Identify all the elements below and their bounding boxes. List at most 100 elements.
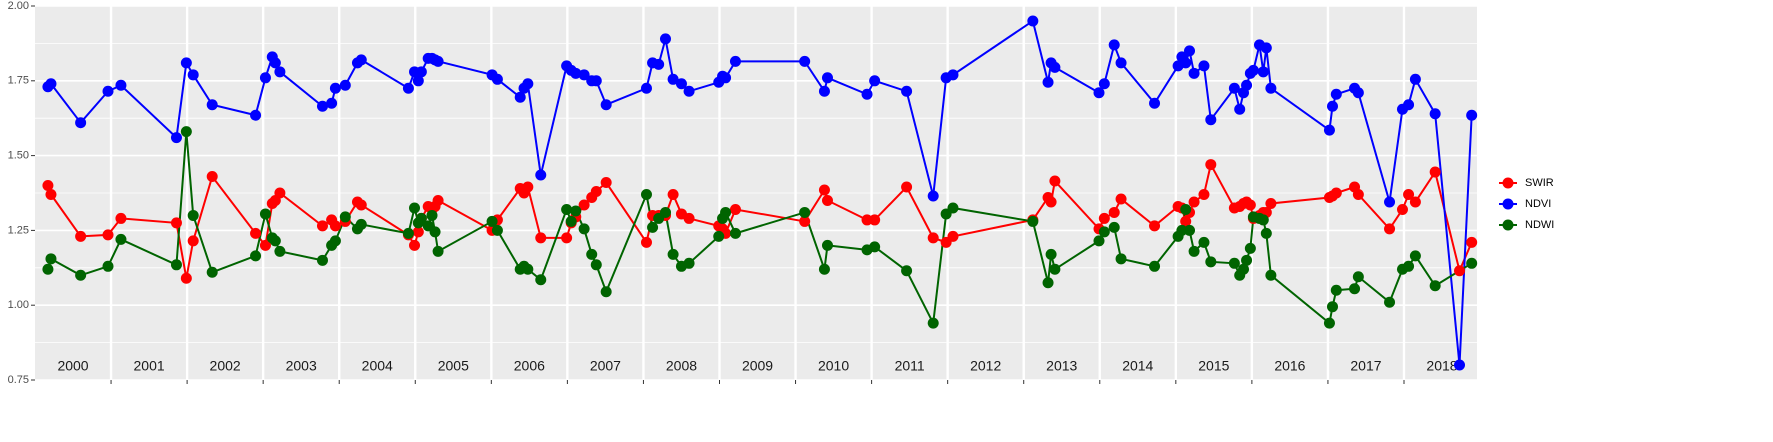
x-tick-label: 2007 <box>590 358 621 374</box>
data-point <box>316 220 328 232</box>
data-point <box>869 241 881 253</box>
data-point <box>861 88 873 100</box>
data-point <box>1244 242 1256 254</box>
data-point <box>640 236 652 248</box>
x-tick-label: 2009 <box>742 358 773 374</box>
x-tick-label: 2012 <box>970 358 1001 374</box>
data-point <box>1188 196 1200 208</box>
x-tick-label: 2011 <box>895 358 925 374</box>
x-tick-label: 2016 <box>1274 358 1305 374</box>
data-point <box>1184 45 1196 57</box>
data-point <box>640 188 652 200</box>
data-point <box>274 66 286 78</box>
data-point <box>1257 66 1269 78</box>
data-point <box>1454 359 1466 371</box>
data-point <box>1265 269 1277 281</box>
y-tick-label: 1.75 <box>8 75 29 87</box>
data-point <box>45 188 57 200</box>
data-point <box>1115 57 1127 69</box>
data-point <box>1323 124 1335 136</box>
data-point <box>274 245 286 257</box>
data-point <box>869 214 881 226</box>
data-point <box>415 212 427 224</box>
data-point <box>432 55 444 67</box>
data-point <box>1247 64 1259 76</box>
legend-label: SWIR <box>1525 177 1554 189</box>
data-point <box>1108 39 1120 51</box>
legend-label: NDWI <box>1525 219 1554 231</box>
data-point <box>683 212 695 224</box>
data-point <box>1198 188 1210 200</box>
data-point <box>180 126 192 138</box>
data-point <box>1330 187 1342 199</box>
data-point <box>339 79 351 91</box>
data-point <box>1241 79 1253 91</box>
data-point <box>535 232 547 244</box>
data-point <box>250 250 262 262</box>
data-point <box>1429 108 1441 120</box>
data-point <box>1115 193 1127 205</box>
data-point <box>1403 188 1415 200</box>
y-tick-label: 1.25 <box>8 224 29 236</box>
data-point <box>1326 301 1338 313</box>
data-point <box>683 85 695 97</box>
data-point <box>269 57 281 69</box>
x-tick-label: 2018 <box>1426 358 1457 374</box>
data-point <box>561 232 573 244</box>
data-point <box>1093 87 1105 99</box>
data-point <box>1093 235 1105 247</box>
data-point <box>1042 76 1054 88</box>
data-point <box>1429 280 1441 292</box>
data-point <box>1323 317 1335 329</box>
data-point <box>329 82 341 94</box>
data-point <box>1244 199 1256 211</box>
data-point <box>799 215 811 227</box>
data-point <box>570 67 582 79</box>
data-point <box>535 274 547 286</box>
data-point <box>329 235 341 247</box>
data-point <box>329 220 341 232</box>
data-point <box>1330 284 1342 296</box>
data-point <box>1180 57 1192 69</box>
data-point <box>1384 223 1396 235</box>
x-tick-label: 2005 <box>438 358 469 374</box>
data-point <box>1198 60 1210 72</box>
data-point <box>522 181 534 193</box>
data-point <box>821 194 833 206</box>
data-point <box>565 215 577 227</box>
data-point <box>590 186 602 198</box>
data-point <box>1098 212 1110 224</box>
data-point <box>535 169 547 181</box>
data-point <box>659 206 671 218</box>
data-point <box>1149 97 1161 109</box>
data-point <box>1384 296 1396 308</box>
data-point <box>187 69 199 81</box>
data-point <box>415 66 427 78</box>
data-point <box>1330 88 1342 100</box>
data-point <box>729 55 741 67</box>
data-point <box>1257 214 1269 226</box>
data-point <box>799 206 811 218</box>
x-tick-label: 2013 <box>1046 358 1077 374</box>
data-point <box>570 205 582 217</box>
data-point <box>861 214 873 226</box>
data-point <box>522 263 534 275</box>
data-point <box>115 212 127 224</box>
x-tick-label: 2004 <box>362 358 393 374</box>
data-point <box>180 57 192 69</box>
data-point <box>600 286 612 298</box>
data-point <box>821 72 833 84</box>
data-point <box>42 180 54 192</box>
data-point <box>206 99 218 111</box>
data-point <box>729 227 741 239</box>
data-point <box>667 188 679 200</box>
data-point <box>1241 254 1253 266</box>
data-point <box>667 73 679 85</box>
x-tick-label: 2000 <box>57 358 88 374</box>
data-point <box>818 263 830 275</box>
data-point <box>1049 263 1061 275</box>
data-point <box>409 239 421 251</box>
data-point <box>1049 61 1061 73</box>
data-point <box>1466 236 1478 248</box>
data-point <box>486 215 498 227</box>
